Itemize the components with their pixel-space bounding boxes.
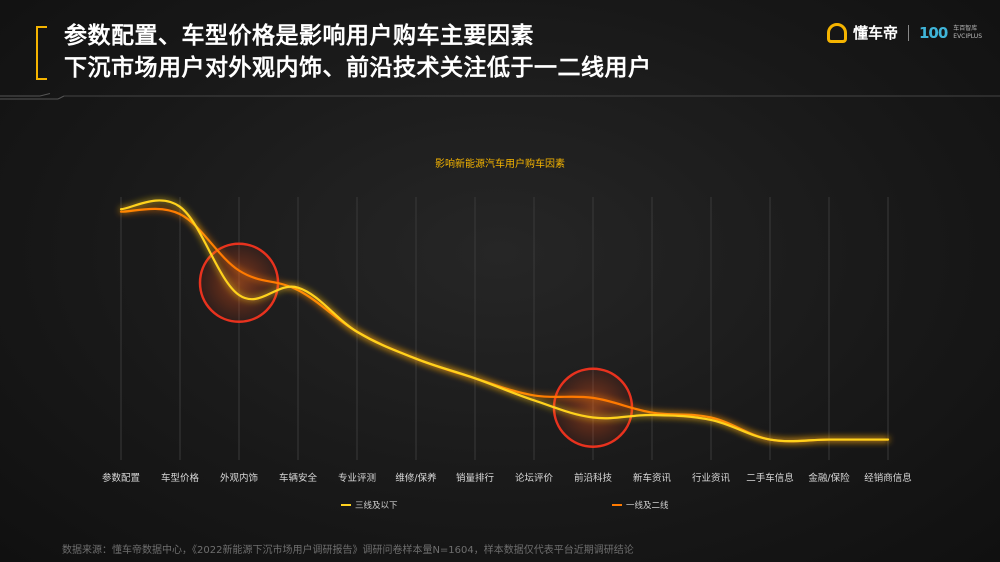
x-tick-label: 行业资讯 bbox=[692, 472, 731, 484]
brand-name: 懂车帝 bbox=[852, 24, 898, 42]
highlight-circle bbox=[552, 367, 634, 448]
brand-sub-line-1: 车百智库 bbox=[953, 24, 978, 32]
brand-sub-text: 车百智库 EVCIPLUS bbox=[953, 25, 982, 41]
x-tick-label: 论坛评价 bbox=[515, 472, 554, 484]
brand-logos: 懂车帝 100 车百智库 EVCIPLUS bbox=[826, 22, 982, 43]
legend-label: 三线及以下 bbox=[355, 500, 398, 511]
source-note: 数据来源：懂车帝数据中心，《2022新能源下沉市场用户调研报告》调研问卷样本量N… bbox=[62, 545, 634, 556]
x-tick-label: 外观内饰 bbox=[220, 472, 258, 484]
x-tick-label: 专业评测 bbox=[338, 472, 376, 484]
x-tick-label: 参数配置 bbox=[102, 472, 140, 484]
page-headline: 参数配置、车型价格是影响用户购车主要因素 下沉市场用户对外观内饰、前沿技术关注低… bbox=[64, 20, 652, 84]
brand-divider bbox=[907, 24, 909, 41]
x-tick-label: 车辆安全 bbox=[279, 472, 318, 484]
chart-title: 影响新能源汽车用户购车因素 bbox=[435, 157, 565, 170]
x-tick-label: 车型价格 bbox=[161, 472, 200, 484]
x-tick-label: 维修/保养 bbox=[395, 472, 437, 484]
dongchedi-logo-icon bbox=[826, 22, 847, 43]
x-tick-label: 金融/保险 bbox=[808, 472, 850, 484]
x-tick-label: 销量排行 bbox=[456, 472, 495, 484]
x-tick-label: 经销商信息 bbox=[864, 472, 912, 484]
chart-gridlines bbox=[120, 197, 889, 460]
brand-sub-line-2: EVCIPLUS bbox=[953, 32, 982, 40]
chart-legend: 三线及以下 一线及二线 bbox=[341, 500, 669, 511]
header-divider-rule bbox=[0, 93, 1000, 100]
x-tick-label: 前沿科技 bbox=[574, 472, 613, 484]
x-axis-tick-labels: 参数配置 车型价格 外观内饰 车辆安全 专业评测 维修/保养 销量排行 论坛评价 前沿科技 新车资… bbox=[102, 472, 912, 484]
x-tick-label: 新车资讯 bbox=[633, 472, 672, 484]
chart-series bbox=[119, 199, 890, 443]
chart-highlights bbox=[198, 242, 634, 448]
title-bracket-accent bbox=[36, 26, 47, 80]
headline-line-1: 参数配置、车型价格是影响用户购车主要因素 bbox=[64, 23, 534, 49]
x-tick-label: 二手车信息 bbox=[746, 472, 794, 484]
legend-label: 一线及二线 bbox=[626, 500, 669, 511]
headline-line-2: 下沉市场用户对外观内饰、前沿技术关注低于一二线用户 bbox=[64, 55, 652, 81]
series-line bbox=[119, 199, 890, 443]
brand-badge-100: 100 bbox=[918, 23, 948, 42]
